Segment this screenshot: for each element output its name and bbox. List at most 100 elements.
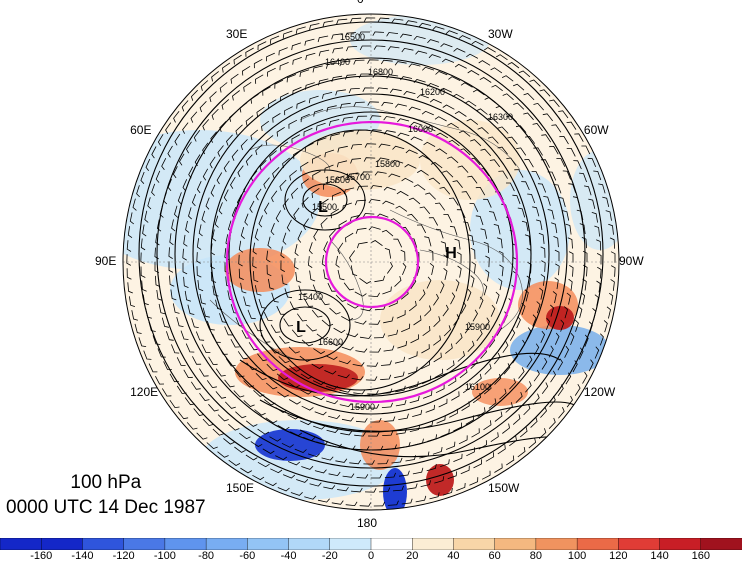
wind-barb — [360, 307, 373, 312]
wind-barb — [440, 459, 450, 467]
wind-barb — [591, 212, 598, 223]
anomaly-patch — [510, 325, 610, 375]
wind-barb — [151, 183, 156, 196]
wind-barb — [475, 186, 486, 196]
wind-barb — [250, 129, 259, 141]
wind-barb — [196, 238, 202, 250]
wind-barb — [394, 61, 407, 66]
wind-barb — [462, 383, 472, 394]
wind-barb — [333, 327, 346, 334]
wind-barb — [328, 471, 341, 477]
wind-barb — [562, 210, 570, 221]
contour-label: 16100 — [465, 382, 490, 392]
wind-barb — [455, 279, 460, 292]
wind-barb — [336, 18, 348, 25]
anomaly-patch — [426, 464, 454, 496]
wind-barb — [198, 224, 203, 237]
wind-barb — [308, 242, 313, 255]
wind-barb — [532, 123, 543, 131]
wind-barb — [427, 39, 440, 44]
wind-barb — [540, 159, 550, 168]
wind-barb — [383, 345, 395, 352]
wind-barb — [223, 160, 230, 173]
wind-barb — [584, 334, 589, 347]
wind-barb — [548, 345, 554, 358]
wind-barb — [477, 407, 486, 418]
wind-barb — [177, 411, 189, 420]
wind-barb — [377, 459, 389, 465]
wind-barb — [284, 106, 293, 116]
wind-barb — [476, 108, 488, 115]
wind-barb — [442, 170, 454, 178]
wind-barb — [448, 376, 457, 387]
wind-barb — [208, 356, 218, 365]
wind-barb — [250, 441, 263, 447]
contour-label: 16300 — [488, 112, 513, 122]
wind-barb — [512, 351, 519, 364]
wind-barb — [339, 102, 351, 109]
wind-barb — [321, 255, 327, 267]
wind-barb — [259, 160, 267, 172]
anomaly-patch — [546, 306, 574, 330]
wind-barb — [282, 157, 290, 169]
colorbar-swatch — [370, 538, 414, 550]
wind-barb — [400, 76, 413, 81]
wind-barb — [460, 301, 467, 314]
wind-barb — [349, 250, 356, 262]
wind-barb — [471, 428, 480, 438]
wind-barb — [394, 275, 402, 287]
wind-barb — [416, 94, 429, 99]
wind-barb — [483, 383, 492, 395]
contour-label: 16400 — [325, 57, 350, 67]
wind-barb — [592, 308, 597, 321]
wind-barb — [202, 307, 210, 318]
wind-barb — [426, 276, 432, 289]
wind-barb — [301, 178, 309, 189]
wind-barb — [353, 59, 365, 65]
wind-barb — [284, 288, 293, 299]
longitude-label: 180 — [357, 516, 378, 530]
wind-barb — [458, 130, 471, 137]
wind-barb — [159, 205, 164, 218]
wind-barb — [337, 145, 348, 153]
wind-barb — [319, 297, 330, 306]
colorbar-tick-label: -100 — [153, 550, 176, 562]
wind-barb — [371, 445, 384, 451]
wind-barb — [266, 52, 275, 62]
wind-barb — [353, 390, 366, 395]
wind-barb — [217, 451, 229, 458]
wind-barb — [245, 47, 254, 57]
wind-barb — [514, 169, 524, 178]
wind-barb — [456, 482, 466, 491]
wind-barb — [296, 100, 306, 109]
wind-barb — [450, 292, 456, 305]
wind-barb — [421, 344, 430, 354]
colorbar-tick-label: -140 — [71, 550, 94, 562]
wind-barb — [154, 261, 160, 274]
wind-barb — [154, 247, 159, 260]
wind-barb — [307, 256, 313, 268]
wind-barb — [397, 132, 410, 137]
wind-barb — [373, 333, 386, 339]
wind-barb — [359, 45, 372, 51]
wind-barb — [355, 227, 367, 234]
wind-barb — [282, 198, 289, 210]
wind-barb — [541, 357, 548, 370]
wind-barb — [240, 139, 248, 151]
wind-barb — [316, 122, 326, 131]
wind-barb — [515, 125, 527, 133]
wind-barb — [359, 334, 372, 339]
wind-barb — [433, 352, 442, 363]
wind-barb — [466, 118, 479, 125]
wind-barb — [489, 211, 497, 221]
wind-barb — [246, 362, 257, 371]
wind-barb — [554, 277, 559, 290]
wind-barb — [328, 341, 341, 347]
wind-barb — [587, 157, 597, 168]
wind-barb — [507, 62, 520, 69]
wind-barb — [345, 232, 354, 243]
wind-barb — [412, 409, 423, 417]
wind-barb — [538, 232, 545, 244]
wind-barb — [447, 122, 460, 129]
wind-barb — [581, 145, 591, 155]
